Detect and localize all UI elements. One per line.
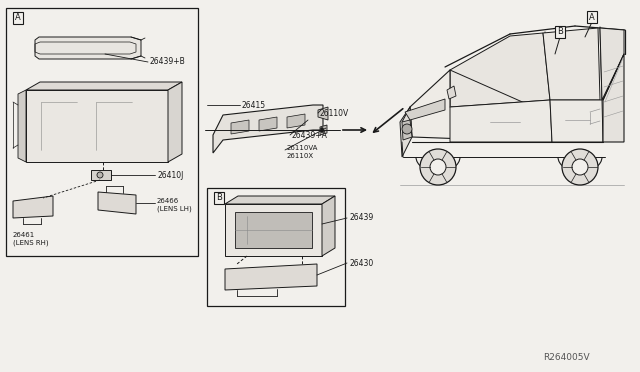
Text: 26439: 26439 xyxy=(349,214,373,222)
Bar xyxy=(93,98,135,154)
Circle shape xyxy=(402,124,412,134)
Polygon shape xyxy=(320,125,327,135)
Text: 26110X: 26110X xyxy=(287,153,314,159)
Text: 26439+B: 26439+B xyxy=(150,58,186,67)
Polygon shape xyxy=(225,204,322,256)
Text: 26410J: 26410J xyxy=(157,170,184,180)
Text: B: B xyxy=(557,28,563,36)
Polygon shape xyxy=(400,107,412,157)
Bar xyxy=(6,8,198,256)
Circle shape xyxy=(321,128,323,131)
Text: 26110VA: 26110VA xyxy=(287,145,318,151)
Polygon shape xyxy=(450,33,550,107)
Circle shape xyxy=(97,172,103,178)
Text: 26466
(LENS LH): 26466 (LENS LH) xyxy=(157,198,192,212)
Polygon shape xyxy=(259,117,277,131)
Polygon shape xyxy=(543,28,600,100)
Polygon shape xyxy=(35,37,141,59)
Polygon shape xyxy=(168,82,182,162)
Circle shape xyxy=(430,159,446,175)
Bar xyxy=(207,188,345,306)
Polygon shape xyxy=(98,192,136,214)
Polygon shape xyxy=(410,70,548,142)
Text: B: B xyxy=(216,193,222,202)
Circle shape xyxy=(562,149,598,185)
Polygon shape xyxy=(447,86,456,99)
Polygon shape xyxy=(26,82,182,90)
Polygon shape xyxy=(213,105,323,153)
Polygon shape xyxy=(318,107,328,120)
Polygon shape xyxy=(13,196,53,218)
Bar xyxy=(38,98,80,154)
Circle shape xyxy=(321,129,323,132)
Polygon shape xyxy=(225,196,335,204)
Text: A: A xyxy=(15,13,21,22)
Polygon shape xyxy=(91,170,111,180)
Text: A: A xyxy=(589,13,595,22)
Polygon shape xyxy=(26,90,168,162)
Polygon shape xyxy=(550,100,603,142)
Text: R264005V: R264005V xyxy=(543,353,590,362)
Polygon shape xyxy=(450,100,552,142)
Polygon shape xyxy=(18,90,26,162)
Polygon shape xyxy=(225,264,317,290)
Polygon shape xyxy=(603,54,624,142)
Text: 26430: 26430 xyxy=(349,259,373,267)
Polygon shape xyxy=(405,99,445,120)
Text: 26461
(LENS RH): 26461 (LENS RH) xyxy=(13,232,49,246)
Text: 26415: 26415 xyxy=(241,100,265,109)
Polygon shape xyxy=(322,196,335,256)
Circle shape xyxy=(572,159,588,175)
Polygon shape xyxy=(402,120,412,140)
Polygon shape xyxy=(231,120,249,134)
Polygon shape xyxy=(287,114,305,128)
Text: 26439+A: 26439+A xyxy=(292,131,328,140)
Text: 26110V: 26110V xyxy=(320,109,349,118)
Polygon shape xyxy=(600,28,624,100)
Polygon shape xyxy=(235,212,312,248)
Circle shape xyxy=(420,149,456,185)
